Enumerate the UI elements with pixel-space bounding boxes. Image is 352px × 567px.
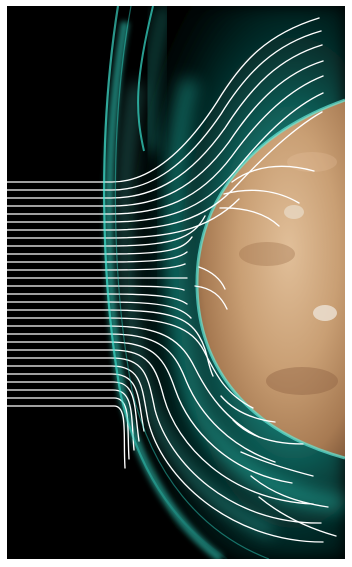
shock-arcs <box>103 6 270 559</box>
planet-crater-2 <box>313 305 337 321</box>
planet-crater-1 <box>284 205 304 219</box>
planet <box>195 98 345 460</box>
magnetosphere-illustration <box>7 6 345 559</box>
space-scene <box>7 6 345 559</box>
